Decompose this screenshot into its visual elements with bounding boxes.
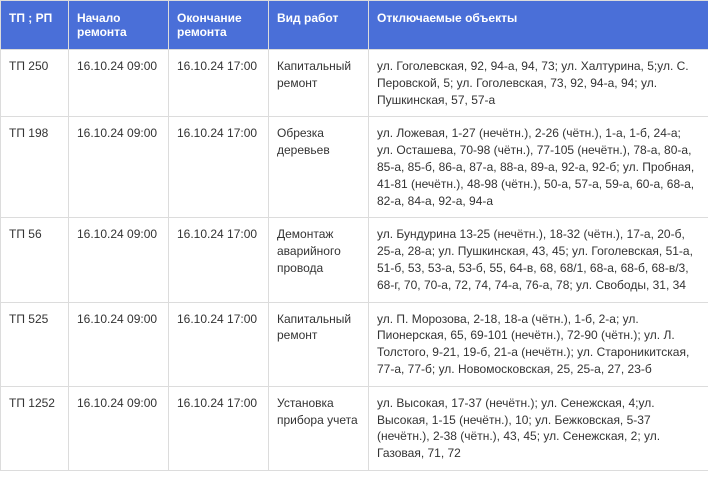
cell-end: 16.10.24 17:00 (169, 117, 269, 218)
cell-start: 16.10.24 09:00 (69, 302, 169, 386)
cell-start: 16.10.24 09:00 (69, 117, 169, 218)
col-header-tp: ТП ; РП (1, 1, 69, 50)
cell-objects: ул. Бундурина 13-25 (нечётн.), 18-32 (чё… (369, 218, 708, 302)
cell-start: 16.10.24 09:00 (69, 386, 169, 470)
cell-type: Демонтаж аварийного провода (269, 218, 369, 302)
cell-tp: ТП 198 (1, 117, 69, 218)
cell-objects: ул. Гоголевская, 92, 94-а, 94, 73; ул. Х… (369, 50, 708, 117)
cell-type: Капитальный ремонт (269, 302, 369, 386)
col-header-objects: Отключаемые объекты (369, 1, 708, 50)
cell-type: Установка прибора учета (269, 386, 369, 470)
cell-objects: ул. П. Морозова, 2-18, 18-а (чётн.), 1-б… (369, 302, 708, 386)
table-row: ТП 1252 16.10.24 09:00 16.10.24 17:00 Ус… (1, 386, 708, 470)
cell-end: 16.10.24 17:00 (169, 302, 269, 386)
cell-start: 16.10.24 09:00 (69, 218, 169, 302)
cell-tp: ТП 1252 (1, 386, 69, 470)
table-row: ТП 525 16.10.24 09:00 16.10.24 17:00 Кап… (1, 302, 708, 386)
cell-end: 16.10.24 17:00 (169, 218, 269, 302)
table-row: ТП 56 16.10.24 09:00 16.10.24 17:00 Демо… (1, 218, 708, 302)
col-header-end: Окончание ремонта (169, 1, 269, 50)
table-body: ТП 250 16.10.24 09:00 16.10.24 17:00 Кап… (1, 50, 708, 471)
cell-objects: ул. Высокая, 17-37 (нечётн.); ул. Сенежс… (369, 386, 708, 470)
maintenance-schedule-table: ТП ; РП Начало ремонта Окончание ремонта… (0, 0, 708, 471)
cell-objects: ул. Ложевая, 1-27 (нечётн.), 2-26 (чётн.… (369, 117, 708, 218)
table-row: ТП 250 16.10.24 09:00 16.10.24 17:00 Кап… (1, 50, 708, 117)
table-row: ТП 198 16.10.24 09:00 16.10.24 17:00 Обр… (1, 117, 708, 218)
cell-tp: ТП 525 (1, 302, 69, 386)
cell-start: 16.10.24 09:00 (69, 50, 169, 117)
col-header-start: Начало ремонта (69, 1, 169, 50)
cell-type: Обрезка деревьев (269, 117, 369, 218)
cell-tp: ТП 250 (1, 50, 69, 117)
cell-tp: ТП 56 (1, 218, 69, 302)
cell-type: Капитальный ремонт (269, 50, 369, 117)
col-header-type: Вид работ (269, 1, 369, 50)
cell-end: 16.10.24 17:00 (169, 50, 269, 117)
table-header-row: ТП ; РП Начало ремонта Окончание ремонта… (1, 1, 708, 50)
cell-end: 16.10.24 17:00 (169, 386, 269, 470)
